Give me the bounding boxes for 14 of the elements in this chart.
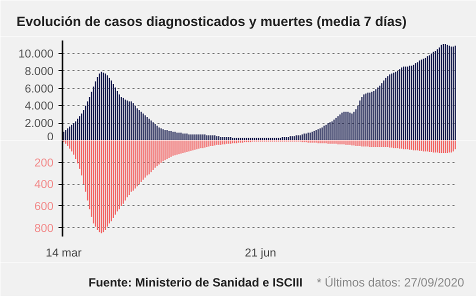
- y-tick-label: 600: [34, 200, 54, 213]
- y-tick-label: 6.000: [24, 83, 54, 96]
- y-tick-label: 10.000: [18, 48, 54, 61]
- x-tick-label: 14 mar: [46, 248, 82, 260]
- y-tick-label: 8.000: [24, 66, 54, 78]
- y-tick-label: 800: [34, 222, 54, 235]
- y-tick-label: 2.000: [24, 118, 54, 130]
- y-tick-label: 4.000: [24, 100, 54, 113]
- source-note: Fuente: Ministerio de Sanidad e ISCIII: [88, 276, 303, 290]
- text: * Últimos datos: 27/09/2020: [316, 276, 464, 290]
- x-tick-label: 21 jun: [244, 248, 276, 260]
- chart-title: Evolución de casos diagnosticados y muertes (media 7 días): [16, 14, 407, 29]
- y-tick-label: 400: [34, 179, 54, 192]
- y-tick-label: 200: [34, 157, 54, 170]
